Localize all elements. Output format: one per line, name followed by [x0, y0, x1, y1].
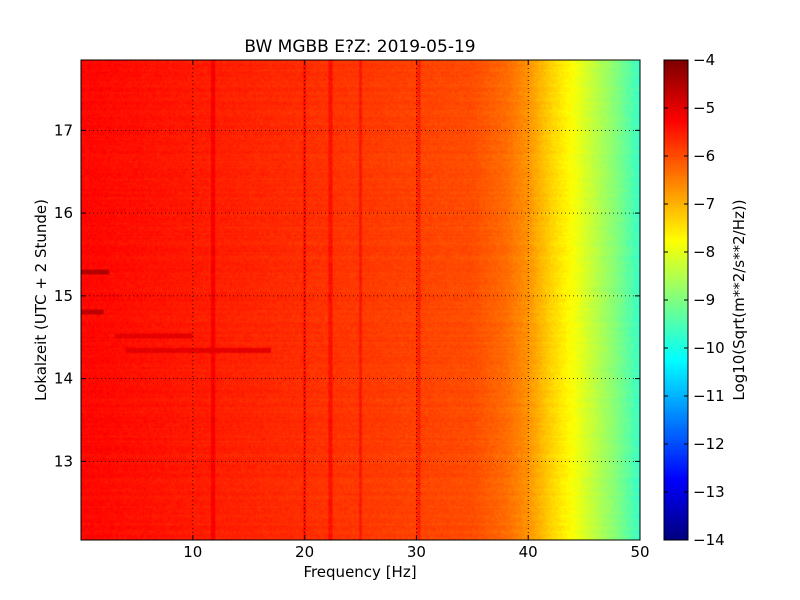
x-tick-label: 30	[407, 543, 426, 561]
y-axis-label: Lokalzeit (UTC + 2 Stunde)	[32, 199, 50, 401]
plot-frame	[80, 59, 641, 541]
colorbar-tick-label: −4	[693, 51, 715, 69]
y-tick-label: 13	[54, 452, 73, 470]
colorbar-tick-label: −5	[693, 99, 715, 117]
x-axis-ticks: 10 20 30 40 50	[183, 60, 650, 561]
colorbar-tick-label: −13	[693, 483, 725, 501]
spectrogram-plot-area: 10 20 30 40 50 13 14 15 16 17	[54, 59, 650, 561]
colorbar-tick-label: −9	[693, 291, 715, 309]
y-tick-label: 17	[54, 121, 73, 139]
x-tick-label: 50	[630, 543, 649, 561]
x-axis-label: Frequency [Hz]	[303, 563, 416, 581]
x-tick-label: 10	[183, 543, 202, 561]
colorbar-tick-label: −8	[693, 243, 715, 261]
chart-title: BW MGBB E?Z: 2019-05-19	[244, 37, 475, 57]
grid-lines	[81, 60, 640, 540]
y-tick-label: 15	[54, 287, 73, 305]
colorbar-tick-label: −6	[693, 147, 715, 165]
x-tick-label: 20	[295, 543, 314, 561]
y-tick-label: 16	[54, 204, 73, 222]
x-tick-label: 40	[519, 543, 538, 561]
colorbar-tick-label: −10	[693, 339, 725, 357]
colorbar: −4 −5 −6 −7 −8 −9 −10 −11 −12 −13 −14	[663, 51, 725, 549]
colorbar-ticks: −4 −5 −6 −7 −8 −9 −10 −11 −12 −13 −14	[664, 51, 725, 549]
y-tick-label: 14	[54, 370, 73, 388]
colorbar-tick-label: −12	[693, 435, 725, 453]
colorbar-tick-label: −14	[693, 531, 725, 549]
y-axis-ticks: 13 14 15 16 17	[54, 121, 640, 470]
colorbar-label: Log10(Sqrt(m**2/s**2/Hz))	[730, 199, 748, 400]
colorbar-tick-label: −11	[693, 387, 725, 405]
spectrogram-heatmap	[81, 60, 640, 540]
colorbar-tick-label: −7	[693, 195, 715, 213]
